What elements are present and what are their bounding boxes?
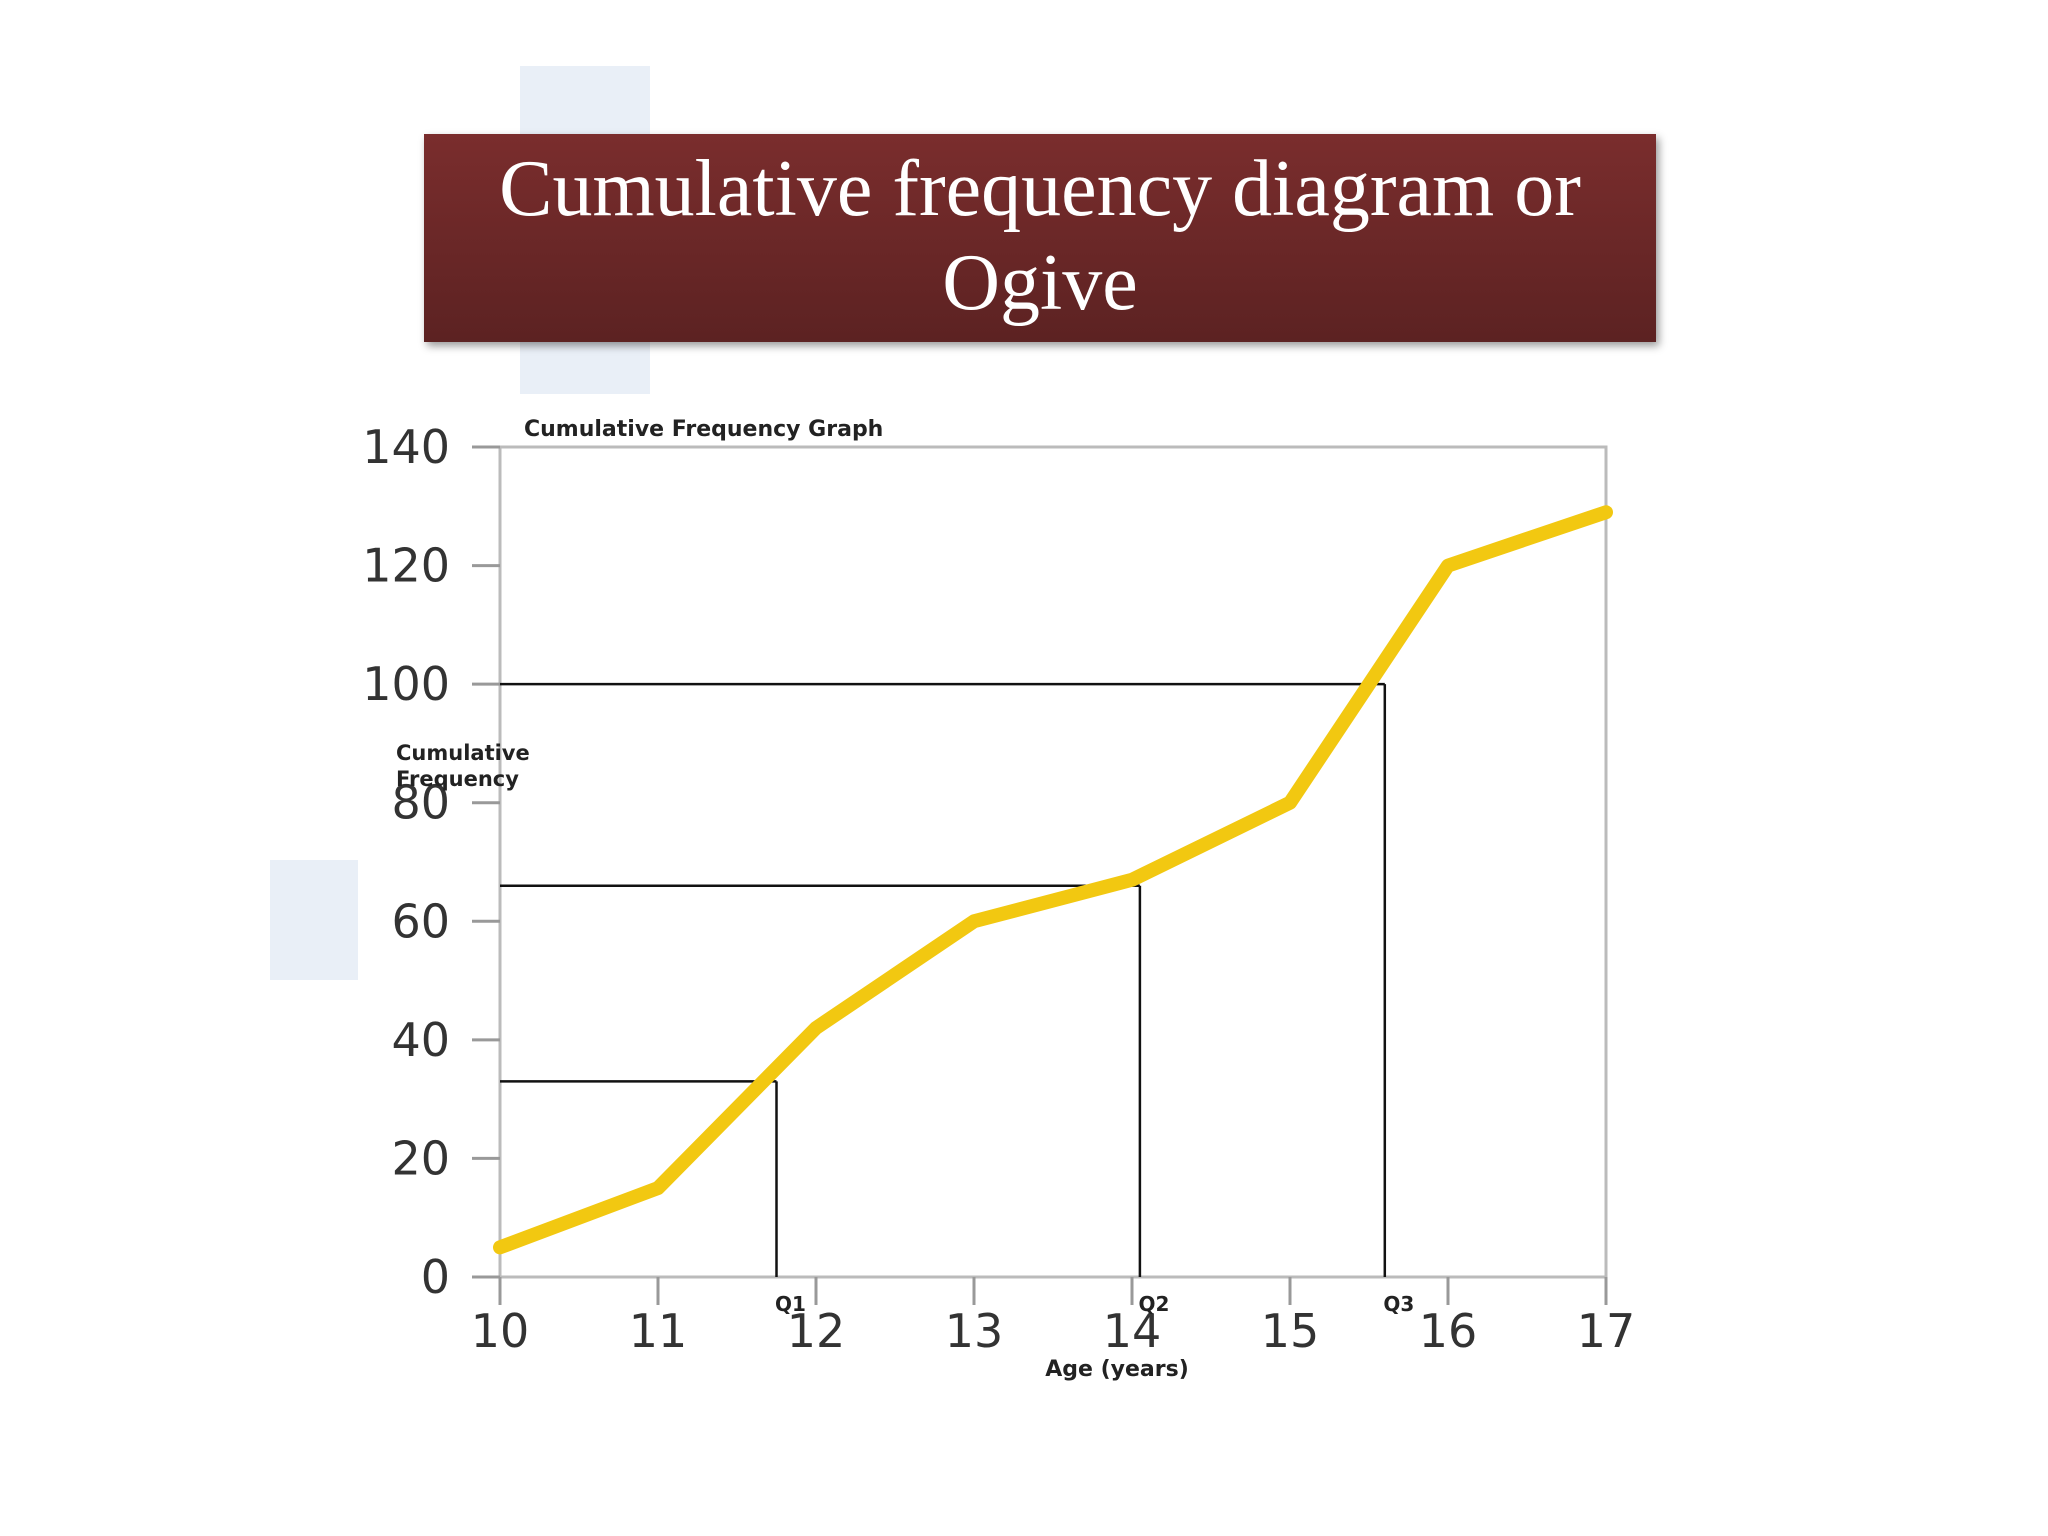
data-line — [493, 505, 1613, 1255]
decor — [270, 860, 360, 980]
x-tick-label: 11 — [629, 1304, 688, 1358]
plot-frame — [498, 445, 1608, 1279]
y-axis-label: Cumulative Frequency — [396, 741, 530, 791]
x-tick-label: 14 — [1103, 1304, 1162, 1358]
y-tick-label: 100 — [362, 657, 450, 711]
chart-panel — [358, 394, 1620, 1391]
x-tick-label: 16 — [1419, 1304, 1478, 1358]
y-tick-label: 120 — [362, 539, 450, 593]
y-tick-label: 140 — [362, 420, 450, 474]
x-axis-label: Age (years) — [1045, 1357, 1189, 1382]
quartile-label: Q1 — [775, 1292, 806, 1316]
y-tick-label: 80 — [391, 776, 450, 830]
quartile-label: Q3 — [1383, 1292, 1414, 1316]
quartile-label: Q2 — [1138, 1292, 1169, 1316]
x-tick-label: 15 — [1261, 1304, 1320, 1358]
x-tick-label: 17 — [1577, 1304, 1636, 1358]
x-tick-label: 10 — [471, 1304, 530, 1358]
chart-title: Cumulative Frequency Graph — [524, 417, 883, 442]
slide-title: Cumulative frequency diagram or Ogive — [424, 134, 1656, 342]
y-tick-label: 60 — [391, 894, 450, 948]
x-tick-label: 13 — [945, 1304, 1004, 1358]
y-tick-label: 0 — [421, 1250, 450, 1304]
x-tick-label: 12 — [787, 1304, 846, 1358]
y-tick-label: 40 — [391, 1013, 450, 1067]
y-tick-label: 20 — [391, 1131, 450, 1185]
